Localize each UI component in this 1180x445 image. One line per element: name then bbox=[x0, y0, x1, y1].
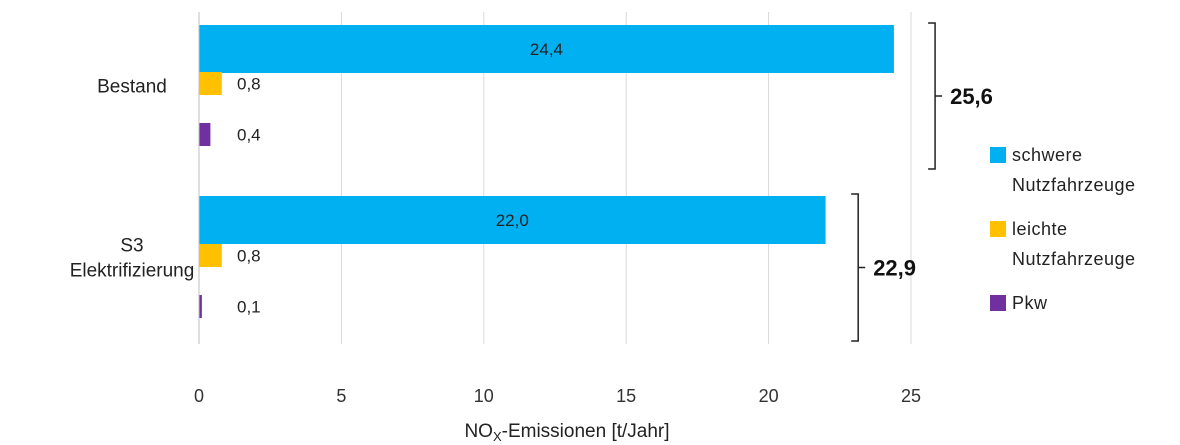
total-bracket-1 bbox=[851, 193, 866, 342]
total-label-0: 25,6 bbox=[950, 84, 993, 109]
legend-swatch-leichte bbox=[990, 221, 1006, 237]
x-tick-label-25: 25 bbox=[901, 386, 921, 406]
x-tick-label-15: 15 bbox=[616, 386, 636, 406]
category-label-1-1: Elektrifizierung bbox=[70, 261, 195, 282]
x-tick-label-10: 10 bbox=[474, 386, 494, 406]
total-bracket-0 bbox=[928, 22, 943, 170]
bar-1-1 bbox=[199, 244, 222, 267]
legend-label-schwere: schwere Nutzfahrzeuge bbox=[1012, 145, 1136, 195]
data-label-1-0: 22,0 bbox=[496, 211, 529, 230]
x-axis-label-subscript: X bbox=[493, 429, 502, 444]
legend-item-leichte: leichte Nutzfahrzeuge bbox=[990, 214, 1172, 274]
bars bbox=[199, 25, 894, 318]
bar-1-0 bbox=[199, 196, 826, 244]
data-label-0-0: 24,4 bbox=[530, 40, 563, 59]
data-label-1-2: 0,1 bbox=[237, 298, 261, 317]
x-axis-label-rest: -Emissionen [t/Jahr] bbox=[502, 421, 670, 442]
x-axis-label: NOX-Emissionen [t/Jahr] bbox=[464, 421, 669, 444]
legend-label-pkw: Pkw bbox=[1012, 293, 1048, 313]
x-tick-label-0: 0 bbox=[194, 386, 204, 406]
data-label-1-1: 0,8 bbox=[237, 247, 261, 266]
x-tick-label-20: 20 bbox=[759, 386, 779, 406]
bar-0-1 bbox=[199, 72, 222, 95]
category-label-0-0: Bestand bbox=[97, 77, 167, 98]
category-label-1-0: S3 bbox=[120, 236, 143, 257]
legend-item-schwere: schwere Nutzfahrzeuge bbox=[990, 140, 1172, 200]
x-tick-label-5: 5 bbox=[336, 386, 346, 406]
bar-0-0 bbox=[199, 25, 894, 73]
legend-swatch-schwere bbox=[990, 147, 1006, 163]
data-label-0-2: 0,4 bbox=[237, 126, 261, 145]
legend-label-leichte: leichte Nutzfahrzeuge bbox=[1012, 219, 1136, 269]
data-label-0-1: 0,8 bbox=[237, 75, 261, 94]
legend: schwere Nutzfahrzeuge leichte Nutzfahrze… bbox=[990, 140, 1172, 332]
bar-1-2 bbox=[199, 295, 202, 318]
x-axis-label-main: NO bbox=[464, 421, 493, 442]
labels: 0 5 10 15 20 25 24,4 0,8 0,4 Bestand 25,6 22,0 0,8 0,… bbox=[70, 22, 993, 406]
legend-item-pkw: Pkw bbox=[990, 288, 1172, 318]
total-label-1: 22,9 bbox=[873, 256, 916, 281]
legend-swatch-pkw bbox=[990, 295, 1006, 311]
bar-0-2 bbox=[199, 123, 211, 146]
